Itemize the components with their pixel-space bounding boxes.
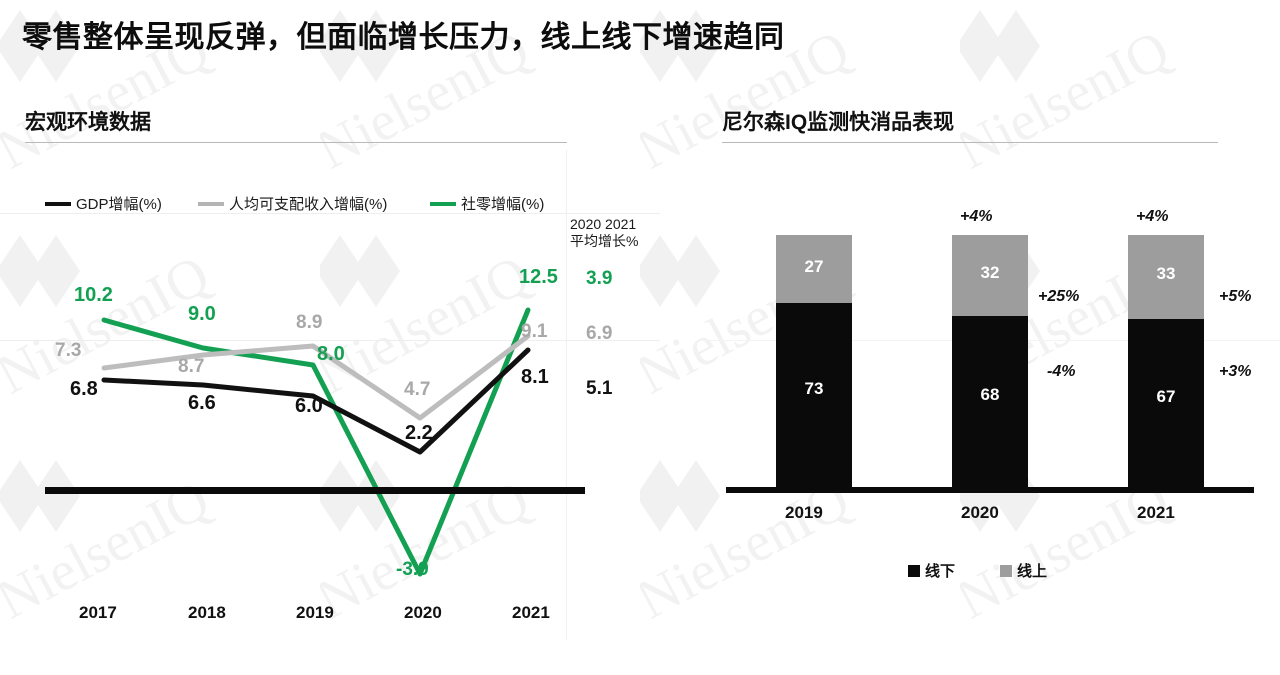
- bar-segment-offline-2019: 73: [776, 303, 852, 488]
- annotation-total-growth-2021: +4%: [1136, 208, 1169, 225]
- bar-chart-axis: [726, 487, 1254, 493]
- legend-label-online: 线上: [1017, 563, 1048, 580]
- legend-swatch-offline: [908, 565, 920, 577]
- legend-swatch-online: [1000, 565, 1012, 577]
- annotation-offline-growth-2020: -4%: [1047, 363, 1076, 380]
- bar-segment-online-2019: 27: [776, 235, 852, 303]
- line-xlabel-2018: 2018: [188, 603, 226, 622]
- label-gdp-2021: 8.1: [521, 366, 549, 388]
- bar-value-online-2020: 32: [980, 263, 1000, 282]
- bar-xlabel-2019: 2019: [785, 503, 823, 522]
- right-panel-header-rule: [722, 142, 1218, 143]
- line-xlabel-2019: 2019: [296, 603, 334, 622]
- bar-value-offline-2020: 68: [980, 385, 1000, 404]
- label-income-2020: 4.7: [404, 379, 431, 400]
- bar-xlabel-2021: 2021: [1137, 503, 1175, 522]
- bar-xlabel-2020: 2020: [961, 503, 999, 522]
- label-gdp-2018: 6.6: [188, 392, 216, 414]
- bar-segment-online-2020: 32: [952, 235, 1028, 316]
- line-chart-zero-axis: [45, 487, 585, 494]
- left-panel-header-rule: [25, 142, 567, 143]
- line-xlabel-2020: 2020: [404, 603, 442, 622]
- bar-group-2020: 32 68: [952, 235, 1028, 488]
- bar-segment-online-2021: 33: [1128, 235, 1204, 319]
- label-retail-2017: 10.2: [74, 284, 113, 306]
- annotation-online-growth-2021: +5%: [1219, 288, 1252, 305]
- bar-value-online-2019: 27: [804, 257, 824, 276]
- annotation-offline-growth-2021: +3%: [1219, 363, 1252, 380]
- bar-group-2019: 27 73: [776, 235, 852, 488]
- bar-segment-offline-2020: 68: [952, 316, 1028, 488]
- bar-value-online-2021: 33: [1156, 264, 1176, 283]
- annotation-online-growth-2020: +25%: [1038, 288, 1080, 305]
- label-retail-2021: 12.5: [519, 266, 558, 288]
- label-gdp-2020: 2.2: [405, 422, 433, 444]
- bar-legend-offline: 线下: [908, 560, 955, 581]
- bar-value-offline-2019: 73: [804, 379, 824, 398]
- right-panel-header: 尼尔森IQ监测快消品表现: [722, 111, 955, 134]
- bar-value-offline-2021: 67: [1156, 387, 1176, 406]
- label-gdp-2017: 6.8: [70, 378, 98, 400]
- bar-legend-online: 线上: [1000, 560, 1047, 581]
- bar-group-2021: 33 67: [1128, 235, 1204, 488]
- label-retail-2020: -3.9: [396, 559, 429, 580]
- label-income-2018: 8.7: [178, 356, 205, 377]
- line-xlabel-2017: 2017: [79, 603, 117, 622]
- legend-label-offline: 线下: [925, 563, 956, 580]
- label-income-2017: 7.3: [55, 340, 82, 361]
- label-income-2021: 9.1: [521, 321, 548, 342]
- line-xlabel-2021: 2021: [512, 603, 550, 622]
- left-panel-header: 宏观环境数据: [25, 111, 151, 134]
- label-retail-2019: 8.0: [317, 343, 345, 365]
- label-gdp-2019: 6.0: [295, 395, 323, 417]
- bar-segment-offline-2021: 67: [1128, 319, 1204, 488]
- label-retail-2018: 9.0: [188, 303, 216, 325]
- label-income-2019: 8.9: [296, 312, 323, 333]
- annotation-total-growth-2020: +4%: [960, 208, 993, 225]
- page-title: 零售整体呈现反弹，但面临增长压力，线上线下增速趋同: [22, 21, 785, 54]
